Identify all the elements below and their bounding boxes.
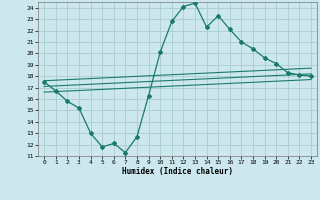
- X-axis label: Humidex (Indice chaleur): Humidex (Indice chaleur): [122, 167, 233, 176]
